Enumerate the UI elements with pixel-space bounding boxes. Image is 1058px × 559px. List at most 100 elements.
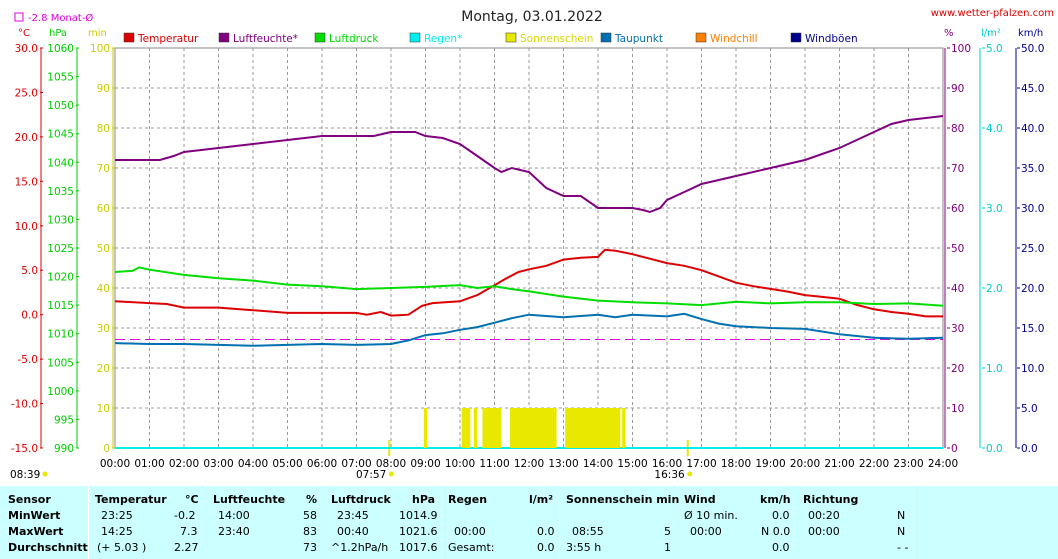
hum-tick-label: 20 <box>951 363 964 375</box>
chart-legend: Temperatur Luftfeuchte* Luftdruck Regen* Son… <box>123 32 858 45</box>
avg-temp-value: 2.27 <box>174 541 199 554</box>
max-rain-time: 00:00 <box>454 525 486 538</box>
x-tick-label: 14:00 <box>583 458 613 470</box>
press-tick-label: 1000 <box>47 386 74 398</box>
hdr-regen: Regen <box>448 493 488 506</box>
hum-tick-label: 90 <box>951 83 964 95</box>
x-tick-label: 01:00 <box>134 458 164 470</box>
min-dir-value: N <box>897 509 906 522</box>
x-tick-label: 08:00 <box>376 458 406 470</box>
hum-tick-label: 30 <box>951 323 964 335</box>
x-tick-label: 24:00 <box>928 458 958 470</box>
wind-avg-label: Ø 10 min. <box>684 509 738 522</box>
max-sun-time: 08:55 <box>572 525 604 538</box>
hdr-wind: Wind <box>684 493 716 506</box>
sunshine-bar <box>565 408 621 448</box>
x-tick-label: 23:00 <box>893 458 923 470</box>
sunshine-bar <box>461 408 471 448</box>
wind-tick-label: 0.0 <box>1021 443 1038 455</box>
x-tick-label: 05:00 <box>272 458 302 470</box>
wind-tick-label: 20.0 <box>1021 283 1044 295</box>
x-tick-label: 02:00 <box>169 458 199 470</box>
x-tick-label: 18:00 <box>721 458 751 470</box>
hum-tick-label: 0 <box>951 443 958 455</box>
sun-unit: min <box>88 28 107 39</box>
rain-total-label: Gesamt: <box>448 541 495 554</box>
max-dir-value: N <box>897 525 906 538</box>
hdr-hum-unit: % <box>306 493 318 506</box>
legend-swatch <box>314 32 326 43</box>
stats-divider <box>205 486 206 559</box>
sunrise-label: 07:57 <box>356 469 386 481</box>
avg-temp-delta: (+ 5.03 ) <box>97 541 147 554</box>
legend-label: Regen* <box>424 33 462 45</box>
legend-swatch <box>505 32 517 43</box>
wind-unit: km/h <box>1018 28 1043 39</box>
temp-tick-label: -5.0 <box>18 354 39 366</box>
wind-tick-label: 40.0 <box>1021 123 1044 135</box>
rain-tick-label: 3.0 <box>986 203 1003 215</box>
chart-series <box>114 115 944 456</box>
temp-tick-label: 30.0 <box>15 43 38 55</box>
legend-label: Windböen <box>805 33 858 45</box>
press-tick-label: 995 <box>54 414 74 426</box>
legend-label: Luftfeuchte* <box>233 33 298 45</box>
sunset-label: 16:36 <box>654 469 685 481</box>
x-tick-label: 15:00 <box>617 458 647 470</box>
hum-tick-label: 70 <box>951 163 964 175</box>
temp-tick-label: -15.0 <box>11 443 38 455</box>
legend-label: Windchill <box>710 33 758 45</box>
press-tick-label: 1010 <box>47 329 74 341</box>
luftfeuchte-line <box>115 115 944 214</box>
sun-tick-label: 90 <box>97 83 110 95</box>
x-tick-label: 20:00 <box>790 458 820 470</box>
press-tick-label: 1050 <box>47 100 74 112</box>
min-temp-value: -0.2 <box>174 509 196 522</box>
temp-tick-label: -10.0 <box>11 399 38 411</box>
press-tick-label: 1060 <box>47 43 74 55</box>
wind-tick-label: 50.0 <box>1021 43 1044 55</box>
hum-tick-label: 100 <box>951 43 971 55</box>
max-hum-time: 23:40 <box>218 525 250 538</box>
press-tick-label: 1035 <box>47 186 74 198</box>
max-temp-time: 14:25 <box>101 525 133 538</box>
max-press-time: 00:40 <box>337 525 369 538</box>
monat-legend-box <box>14 12 24 22</box>
stats-divider <box>88 486 89 559</box>
wind-tick-label: 45.0 <box>1021 83 1044 95</box>
x-tick-label: 11:00 <box>479 458 509 470</box>
wind-tick-label: 15.0 <box>1021 323 1044 335</box>
press-tick-label: 1025 <box>47 243 74 255</box>
sun-total: 3:55 h <box>566 541 602 554</box>
press-unit: hPa <box>49 28 67 39</box>
chart-title: Montag, 03.01.2022 <box>461 9 603 25</box>
sun-tick-label: 30 <box>97 323 110 335</box>
legend-swatch <box>695 32 707 43</box>
temp-tick-label: 5.0 <box>21 265 38 277</box>
max-press-value: 1021.6 <box>399 525 438 538</box>
hdr-luftfeuchte: Luftfeuchte <box>213 493 286 506</box>
legend-swatch <box>123 32 135 43</box>
x-tick-label: 13:00 <box>548 458 578 470</box>
x-tick-label: 10:00 <box>445 458 475 470</box>
sunshine-bar <box>473 408 478 448</box>
chart-labels: 30.0 25.0 20.0 15.0 10.0 5.0 0.0 -5.0 -10.0 -15.0… <box>10 43 1044 481</box>
max-wind-value: N 0.0 <box>761 525 791 538</box>
max-sun-value: 5 <box>664 525 671 538</box>
press-trend: ^1.2hPa/h <box>331 541 389 554</box>
sun-tick-label: 70 <box>97 163 110 175</box>
x-tick-label: 04:00 <box>238 458 268 470</box>
press-tick-label: 1020 <box>47 272 74 284</box>
hum-tick-label: 10 <box>951 403 964 415</box>
temp-tick-label: 20.0 <box>15 132 38 144</box>
row-label-min: MinWert <box>8 509 61 522</box>
legend-swatch <box>409 32 421 43</box>
min-hum-time: 14:00 <box>218 509 250 522</box>
sunshine-bar <box>482 408 502 448</box>
site-link[interactable]: www.wetter-pfalzen.com <box>931 8 1054 19</box>
avg-dir-value: - - <box>897 541 909 554</box>
rain-unit: l/m² <box>981 28 1001 39</box>
min-temp-time: 23:25 <box>101 509 133 522</box>
avg-press-value: 1017.6 <box>399 541 438 554</box>
min-wind-value: 0.0 <box>772 509 790 522</box>
